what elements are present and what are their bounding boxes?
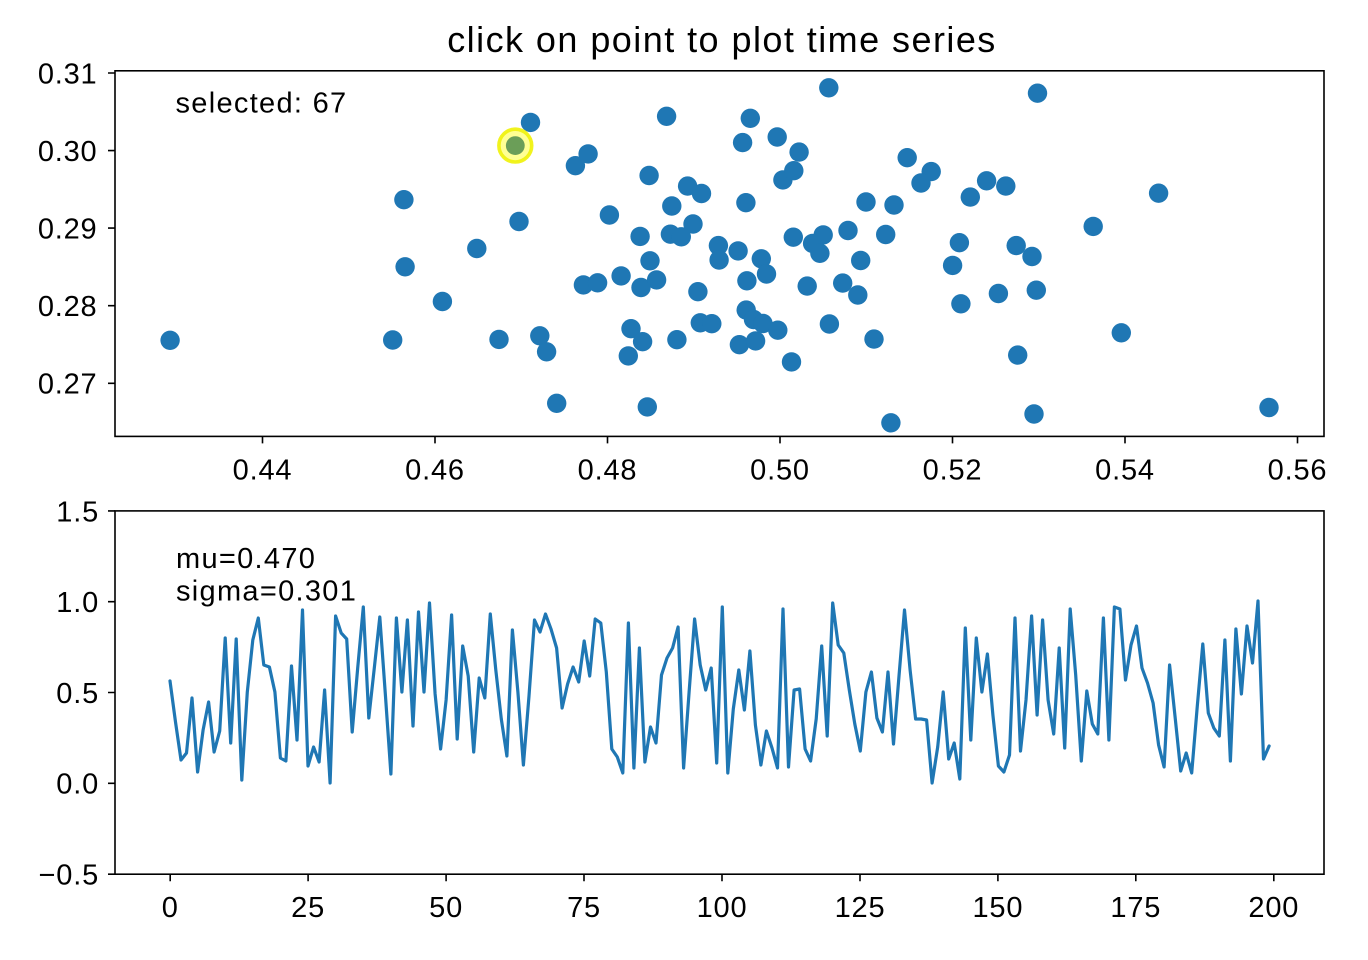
svg-text:click on point to plot time se: click on point to plot time series — [447, 19, 997, 60]
svg-text:125: 125 — [835, 892, 886, 924]
svg-text:−0.5: −0.5 — [39, 860, 99, 892]
svg-text:0.5: 0.5 — [56, 678, 99, 710]
svg-text:100: 100 — [697, 892, 748, 924]
svg-text:0.50: 0.50 — [750, 454, 810, 486]
svg-text:0.27: 0.27 — [38, 369, 98, 401]
svg-text:0.44: 0.44 — [233, 454, 293, 486]
svg-text:sigma=0.301: sigma=0.301 — [176, 576, 357, 608]
svg-text:150: 150 — [973, 892, 1024, 924]
svg-text:1.0: 1.0 — [56, 587, 99, 619]
svg-text:0.31: 0.31 — [38, 58, 98, 90]
svg-text:0.48: 0.48 — [578, 454, 638, 486]
svg-text:50: 50 — [429, 892, 463, 924]
svg-text:mu=0.470: mu=0.470 — [176, 543, 316, 575]
svg-text:0.28: 0.28 — [38, 291, 98, 323]
svg-text:0.46: 0.46 — [405, 454, 465, 486]
svg-text:175: 175 — [1110, 892, 1161, 924]
svg-text:0: 0 — [162, 892, 179, 924]
svg-text:0.52: 0.52 — [923, 454, 983, 486]
svg-text:0.29: 0.29 — [38, 214, 98, 246]
svg-text:0.56: 0.56 — [1268, 454, 1328, 486]
svg-text:0.30: 0.30 — [38, 136, 98, 168]
svg-text:25: 25 — [291, 892, 325, 924]
svg-text:0.0: 0.0 — [56, 769, 99, 801]
svg-text:0.54: 0.54 — [1095, 454, 1155, 486]
svg-text:selected: 67: selected: 67 — [176, 87, 348, 119]
svg-text:1.5: 1.5 — [56, 496, 99, 528]
svg-text:200: 200 — [1248, 892, 1299, 924]
svg-text:75: 75 — [567, 892, 601, 924]
